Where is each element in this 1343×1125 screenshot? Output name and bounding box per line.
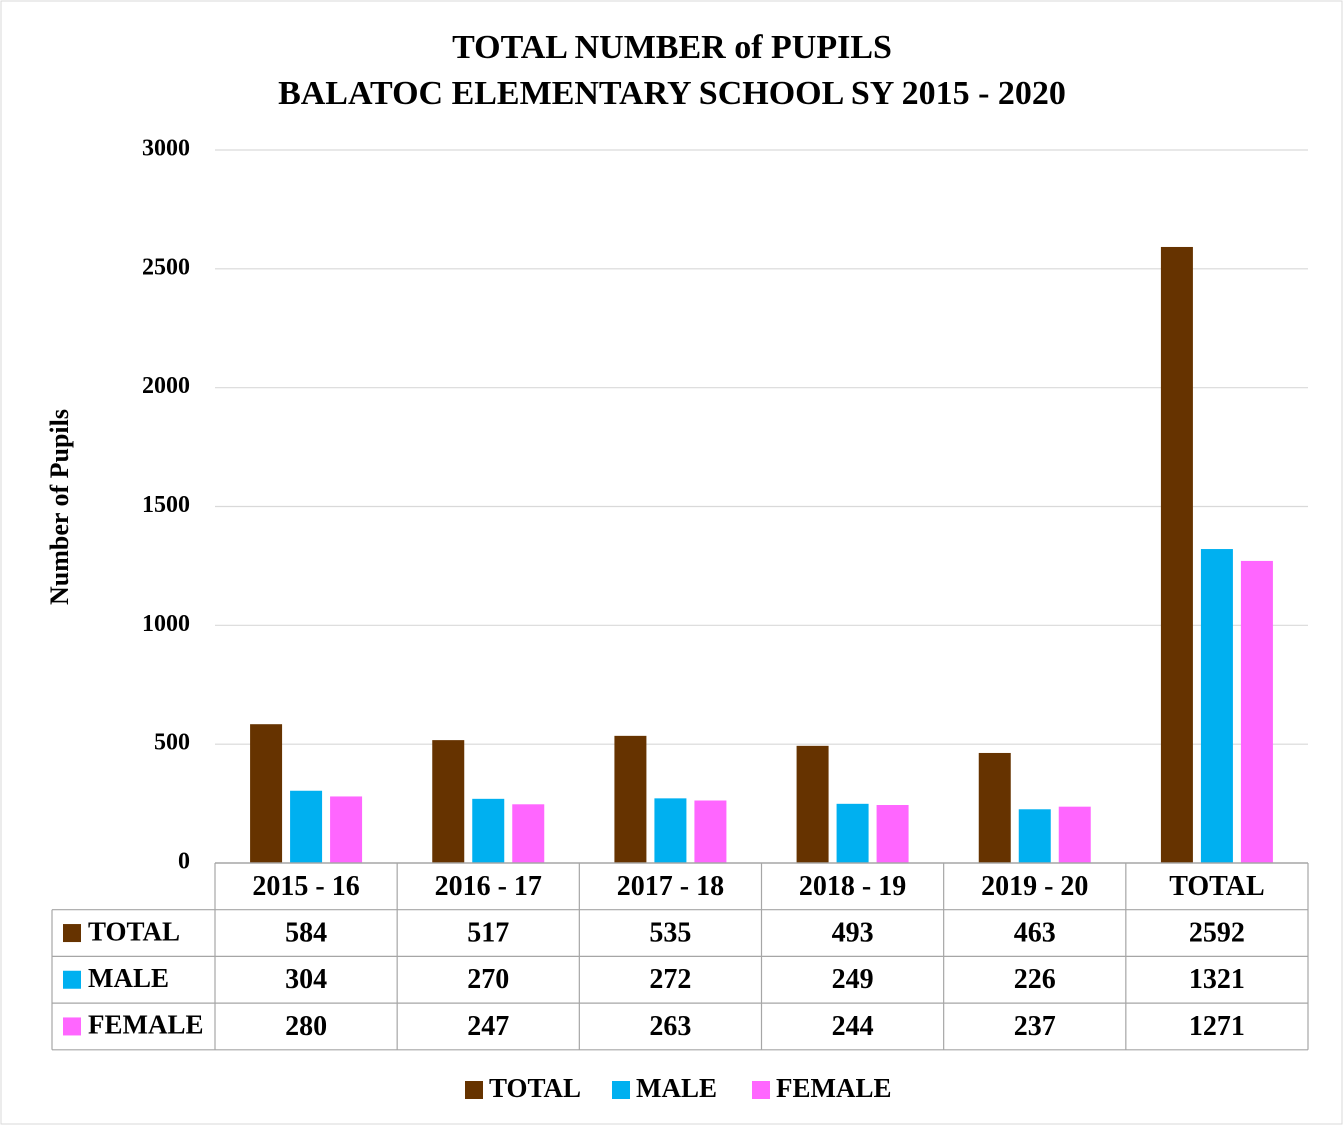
page: {"chart_data": {"type": "bar", "title": …: [0, 0, 1343, 1125]
bar: [290, 791, 322, 863]
table-cell: 2592: [1189, 917, 1245, 948]
bar: [1161, 247, 1193, 863]
table-cell: 244: [832, 1011, 874, 1042]
x-tick-label: 2015 - 16: [252, 871, 359, 902]
table-cell: 226: [1014, 964, 1056, 995]
chart-subtitle: BALATOC ELEMENTARY SCHOOL SY 2015 - 2020: [278, 75, 1066, 112]
legend-label: FEMALE: [776, 1073, 892, 1103]
legend-key: [752, 1081, 770, 1099]
bar: [330, 796, 362, 863]
table-cell: 1271: [1189, 1011, 1245, 1042]
y-tick-label: 2000: [142, 373, 190, 399]
y-axis-label: Number of Pupils: [45, 409, 74, 605]
bar: [250, 724, 282, 863]
bar: [1059, 807, 1091, 863]
table-cell: 263: [649, 1011, 691, 1042]
x-tick-label: 2018 - 19: [799, 871, 906, 902]
bar: [837, 804, 869, 863]
table-cell: 1321: [1189, 964, 1245, 995]
table-row-label: FEMALE: [88, 1010, 204, 1040]
y-tick-label: 1000: [142, 611, 190, 637]
legend-key: [612, 1081, 630, 1099]
chart-title: TOTAL NUMBER of PUPILS: [452, 29, 892, 66]
bar: [1241, 561, 1273, 863]
y-tick-label: 1500: [142, 492, 190, 518]
legend-label: TOTAL: [489, 1073, 581, 1103]
bar: [979, 753, 1011, 863]
y-tick-label: 3000: [142, 136, 190, 162]
table-cell: 535: [649, 917, 691, 948]
table-cell: 463: [1014, 917, 1056, 948]
table-legend-key: [63, 1017, 81, 1035]
bar: [1201, 549, 1233, 863]
x-tick-label: 2019 - 20: [981, 871, 1088, 902]
table-legend-key: [63, 924, 81, 942]
bar: [614, 736, 646, 863]
y-tick-label: 0: [178, 849, 190, 875]
table-cell: 272: [649, 964, 691, 995]
table-cell: 280: [285, 1011, 327, 1042]
chart: TOTAL NUMBER of PUPILS BALATOC ELEMENTAR…: [0, 0, 1343, 1125]
bar: [877, 805, 909, 863]
bar: [694, 800, 726, 863]
x-tick-label: TOTAL: [1169, 871, 1264, 902]
table-cell: 304: [285, 964, 327, 995]
table-cell: 493: [832, 917, 874, 948]
table-legend-key: [63, 971, 81, 989]
table-row-label: MALE: [88, 963, 169, 993]
x-tick-label: 2016 - 17: [435, 871, 542, 902]
table-cell: 249: [832, 964, 874, 995]
table-cell: 237: [1014, 1011, 1056, 1042]
y-tick-label: 500: [154, 730, 190, 756]
table-cell: 270: [467, 964, 509, 995]
table-cell: 517: [467, 917, 509, 948]
bar: [1019, 809, 1051, 863]
table-cell: 247: [467, 1011, 509, 1042]
bar: [472, 799, 504, 863]
y-tick-label: 2500: [142, 254, 190, 280]
bar: [797, 746, 829, 863]
legend-label: MALE: [636, 1073, 717, 1103]
chart-frame: [1, 1, 1342, 1124]
table-row-label: TOTAL: [88, 916, 180, 946]
bar: [654, 798, 686, 863]
legend-key: [465, 1081, 483, 1099]
bar: [512, 804, 544, 863]
x-tick-label: 2017 - 18: [617, 871, 724, 902]
table-cell: 584: [285, 917, 327, 948]
bar: [432, 740, 464, 863]
